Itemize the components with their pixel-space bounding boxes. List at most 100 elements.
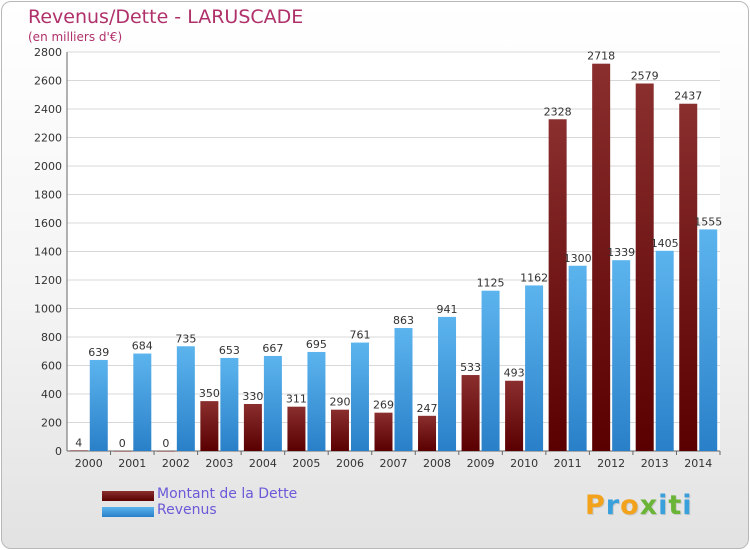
logo-letter: o (620, 490, 640, 521)
x-tick-label: 2007 (380, 457, 408, 470)
bar-dette (505, 380, 524, 451)
x-tick-label: 2011 (554, 457, 582, 470)
data-label-dette: 533 (460, 361, 481, 374)
x-tick-label: 2004 (249, 457, 277, 470)
bar-revenus (655, 250, 674, 451)
data-label-dette: 2579 (631, 69, 659, 82)
legend-label-revenus: Revenus (157, 502, 217, 518)
data-label-revenus: 1300 (564, 252, 592, 265)
data-label-revenus: 1555 (694, 215, 722, 228)
bar-dette (461, 375, 480, 451)
data-label-revenus: 639 (88, 346, 109, 359)
bar-dette (592, 63, 611, 452)
x-tick-label: 2012 (597, 457, 625, 470)
logo-letter: P (585, 490, 606, 521)
bar-dette (69, 450, 88, 451)
y-tick-label: 600 (41, 360, 62, 373)
data-label-revenus: 863 (393, 314, 414, 327)
bar-dette (418, 415, 437, 451)
bar-dette (243, 403, 262, 451)
bar-revenus (394, 328, 413, 451)
y-tick-label: 1400 (34, 246, 62, 259)
data-label-dette: 2718 (587, 50, 615, 63)
data-label-revenus: 653 (219, 344, 240, 357)
x-tick-label: 2006 (336, 457, 364, 470)
logo-letter: x (639, 490, 659, 521)
data-label-dette: 4 (75, 436, 82, 449)
data-label-dette: 2437 (674, 90, 702, 103)
y-tick-label: 0 (55, 445, 62, 458)
x-tick-label: 2009 (467, 457, 495, 470)
bar-revenus (133, 353, 152, 451)
data-label-revenus: 941 (437, 303, 458, 316)
data-label-revenus: 684 (132, 340, 153, 353)
bar-dette (156, 451, 175, 452)
data-label-dette: 269 (373, 399, 394, 412)
y-tick-label: 2200 (34, 132, 62, 145)
bar-dette (113, 451, 132, 452)
data-label-revenus: 1162 (520, 271, 548, 284)
x-tick-label: 2013 (641, 457, 669, 470)
x-tick-label: 2002 (162, 457, 190, 470)
bar-revenus (438, 316, 457, 451)
x-tick-label: 2000 (75, 457, 103, 470)
bar-revenus (699, 229, 718, 451)
data-label-dette: 247 (417, 402, 438, 415)
bar-revenus (481, 290, 500, 451)
y-tick-label: 2800 (34, 46, 62, 59)
y-tick-label: 1600 (34, 217, 62, 230)
y-tick-label: 1000 (34, 303, 62, 316)
bar-revenus (263, 355, 282, 451)
x-tick-label: 2001 (118, 457, 146, 470)
bar-revenus (176, 346, 195, 451)
x-tick-label: 2010 (510, 457, 538, 470)
y-tick-label: 2400 (34, 103, 62, 116)
x-tick-label: 2008 (423, 457, 451, 470)
x-tick-label: 2014 (684, 457, 712, 470)
bar-dette (679, 103, 698, 451)
data-label-revenus: 761 (349, 329, 370, 342)
bar-revenus (89, 359, 108, 451)
data-label-dette: 350 (199, 387, 220, 400)
data-label-dette: 0 (119, 437, 126, 450)
bar-revenus (525, 285, 544, 451)
bar-dette (330, 409, 349, 451)
logo-letter: r (605, 490, 621, 521)
bar-dette (374, 412, 393, 451)
data-label-dette: 2328 (544, 105, 572, 118)
data-label-dette: 311 (286, 393, 307, 406)
bar-dette (635, 83, 654, 452)
data-label-dette: 493 (504, 367, 525, 380)
bar-dette (548, 119, 567, 451)
x-tick-label: 2003 (205, 457, 233, 470)
data-label-revenus: 695 (306, 338, 327, 351)
legend-swatch-revenus (102, 507, 154, 517)
x-tick-label: 2005 (292, 457, 320, 470)
data-label-dette: 0 (162, 437, 169, 450)
bar-dette (200, 401, 219, 451)
data-label-revenus: 1405 (651, 237, 679, 250)
bar-revenus (612, 260, 631, 451)
data-label-dette: 330 (242, 390, 263, 403)
data-label-revenus: 1339 (607, 246, 635, 259)
y-tick-label: 1200 (34, 274, 62, 287)
bar-revenus (220, 357, 239, 451)
data-label-revenus: 735 (175, 332, 196, 345)
logo-letter: i (682, 490, 693, 521)
data-label-revenus: 1125 (477, 277, 505, 290)
data-label-dette: 290 (329, 396, 350, 409)
chart-subtitle: (en milliers d'€) (28, 30, 123, 44)
logo-letter: t (668, 490, 683, 521)
logo-letter: i (658, 490, 669, 521)
y-tick-label: 2000 (34, 160, 62, 173)
legend-label-dette: Montant de la Dette (157, 486, 298, 502)
bar-revenus (350, 342, 369, 451)
y-tick-label: 2600 (34, 75, 62, 88)
chart-title: Revenus/Dette - LARUSCADE (28, 6, 304, 28)
bar-revenus (307, 351, 326, 451)
y-tick-label: 200 (41, 417, 62, 430)
y-tick-label: 400 (41, 388, 62, 401)
legend-swatch-dette (102, 491, 154, 501)
